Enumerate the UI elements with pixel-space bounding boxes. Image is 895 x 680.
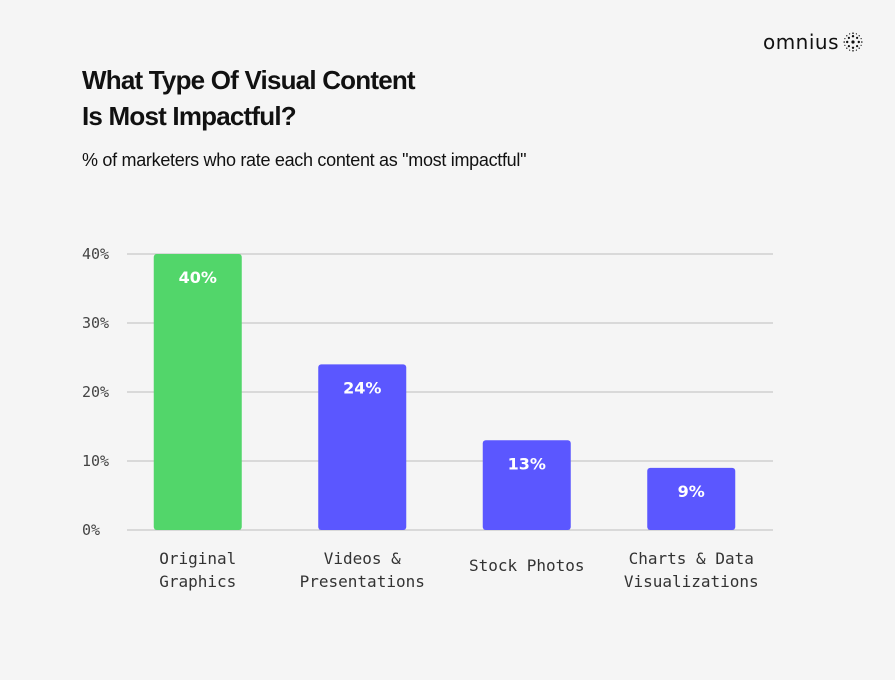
chart-title: What Type Of Visual Content Is Most Impa… bbox=[82, 62, 602, 134]
bar bbox=[153, 254, 242, 530]
bar-value-label: 9% bbox=[678, 482, 705, 501]
category-label: Presentations bbox=[300, 572, 425, 591]
category-label: Stock Photos bbox=[469, 556, 585, 575]
category-label: Videos & bbox=[324, 549, 401, 568]
brand-logo: omnius bbox=[763, 30, 863, 54]
bar-value-label: 13% bbox=[508, 454, 546, 473]
chart-subtitle: % of marketers who rate each content as … bbox=[82, 150, 527, 170]
category-label: Original bbox=[159, 549, 236, 568]
dotted-sphere-icon bbox=[843, 32, 863, 52]
chart-title-line-2: Is Most Impactful? bbox=[82, 101, 297, 131]
bar bbox=[318, 364, 407, 530]
y-tick-label: 20% bbox=[82, 383, 109, 401]
y-tick-label: 30% bbox=[82, 314, 109, 332]
bars: 40% 24% 13% 9% bbox=[153, 254, 736, 530]
brand-name: omnius bbox=[762, 30, 839, 54]
category-label: Visualizations bbox=[624, 572, 759, 591]
bar-value-label: 40% bbox=[179, 268, 217, 287]
y-tick-label: 10% bbox=[82, 452, 109, 470]
x-axis-labels: Original Graphics Videos & Presentations Sto… bbox=[159, 549, 758, 591]
chart-title-line-1: What Type Of Visual Content bbox=[82, 65, 416, 95]
y-tick-label: 40% bbox=[82, 245, 109, 263]
bar bbox=[482, 440, 571, 530]
bar-value-label: 24% bbox=[343, 378, 381, 397]
category-label: Charts & Data bbox=[629, 549, 754, 568]
y-tick-label: 0% bbox=[82, 521, 100, 539]
y-axis-ticks: 0% 10% 20% 30% 40% bbox=[82, 245, 109, 539]
bar bbox=[647, 467, 736, 530]
category-label: Graphics bbox=[159, 572, 236, 591]
